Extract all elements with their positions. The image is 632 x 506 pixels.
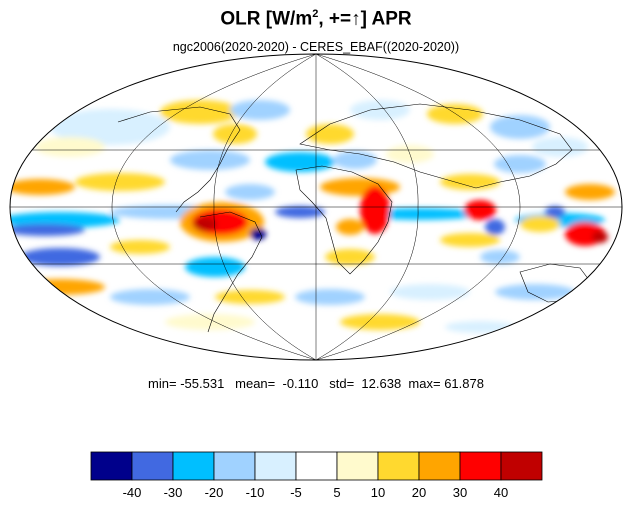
colorbar-label: 20: [412, 485, 426, 500]
stat-max-value: 61.878: [444, 376, 484, 391]
stat-min-value: -55.531: [180, 376, 225, 391]
colorbar-swatch: [336, 451, 379, 481]
colorbar-swatch: [295, 451, 338, 481]
stat-std-value: 12.638: [361, 376, 402, 391]
colorbar-swatch: [213, 451, 256, 481]
colorbar-swatch: [418, 451, 461, 481]
statistics-line: min= -55.531 mean= -0.110 std= 12.638 ma…: [0, 376, 632, 391]
stat-mean-label: mean=: [235, 376, 276, 391]
title-text: OLR [W/m: [220, 8, 313, 30]
anomaly-field: [10, 54, 622, 360]
colorbar-label: 5: [333, 485, 340, 500]
plot-title: OLR [W/m2, +=↑] APR: [0, 8, 632, 30]
plot-subtitle: ngc2006(2020-2020) - CERES_EBAF((2020-20…: [172, 40, 460, 54]
title-superscript: 2: [312, 8, 319, 20]
colorbar-swatch: [131, 451, 174, 481]
colorbar-swatch: [500, 451, 543, 481]
colorbar-label: 30: [453, 485, 467, 500]
colorbar-swatch: [377, 451, 420, 481]
colorbar-label: 40: [494, 485, 508, 500]
colorbar-swatch: [172, 451, 215, 481]
colorbar: -40 -30 -20 -10 -5 5 10 20 30 40: [90, 451, 543, 500]
colorbar-label: -10: [246, 485, 265, 500]
stat-max-label: max=: [408, 376, 441, 391]
world-map: [9, 53, 623, 361]
colorbar-label: -30: [164, 485, 183, 500]
colorbar-label: -5: [290, 485, 302, 500]
colorbar-label: 10: [371, 485, 385, 500]
title-text-rest: , +=↑] APR: [318, 8, 412, 30]
stat-min-label: min=: [148, 376, 177, 391]
stat-std-label: std=: [329, 376, 355, 391]
stat-mean-value: -0.110: [282, 376, 319, 391]
colorbar-label: -20: [205, 485, 224, 500]
colorbar-swatch: [254, 451, 297, 481]
colorbar-label: -40: [123, 485, 142, 500]
map-outline: [9, 53, 623, 361]
colorbar-swatch: [90, 451, 133, 481]
colorbar-swatch: [459, 451, 502, 481]
